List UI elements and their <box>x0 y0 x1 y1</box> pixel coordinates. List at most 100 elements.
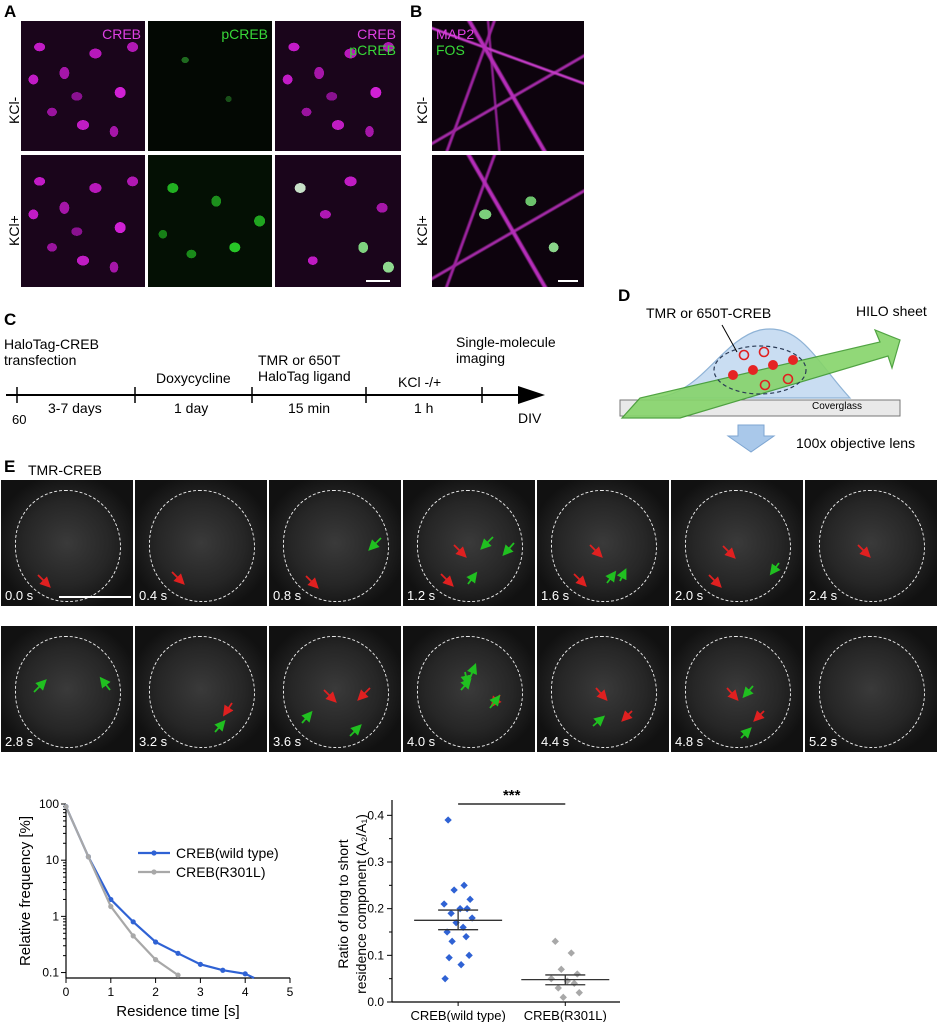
green-arrow-icon <box>466 662 478 679</box>
y-tick-label: 0.0 <box>367 995 384 1009</box>
data-point <box>153 939 159 945</box>
significance-label: *** <box>503 787 521 804</box>
green-arrow-icon <box>616 568 627 582</box>
y-tick-label: 0.4 <box>367 808 384 822</box>
data-point <box>175 972 181 978</box>
timeline-step-1-label: HaloTag-CREB transfection <box>4 336 99 368</box>
x-tick-label: 4 <box>242 985 249 999</box>
data-point <box>130 933 136 939</box>
timeline-step-4-label: KCl -/+ <box>398 374 442 390</box>
channel-label-fos: FOS <box>436 42 465 58</box>
green-arrow-icon <box>740 727 752 739</box>
series-line <box>64 806 255 979</box>
legend-marker <box>151 869 157 875</box>
frame-time: 3.2 s <box>139 734 168 749</box>
red-arrow-icon <box>223 702 234 717</box>
image-map2-fos-kcl-plus <box>432 155 584 287</box>
probe-label: TMR or 650T-CREB <box>646 305 772 321</box>
x-tick-label: 1 <box>107 985 114 999</box>
frame: 2.8 s <box>1 626 133 752</box>
green-arrow-icon <box>214 719 226 733</box>
timeline-step-5-label: Single-molecule imaging <box>456 334 556 366</box>
data-point <box>573 970 581 978</box>
data-point <box>447 909 455 918</box>
y-axis-label: Relative frequency [%] <box>17 816 34 966</box>
image-pcreb-kcl-minus <box>148 21 272 151</box>
panel-letter-b: B <box>410 2 423 21</box>
image-merge-kcl-plus <box>275 155 401 287</box>
image-merge-kcl-minus <box>275 21 401 151</box>
y-tick-label: 0.3 <box>367 855 384 869</box>
data-point <box>465 951 473 960</box>
chart-g: 0.0 0.1 0.2 0.3 0.4 CREB(wild type) CREB(R301L… <box>335 787 620 1022</box>
y-tick-label: 1 <box>52 909 59 923</box>
data-point <box>444 816 452 824</box>
data-point <box>108 903 114 910</box>
image-pcreb-kcl-plus <box>148 155 272 287</box>
data-point <box>220 967 226 973</box>
frame-time: 2.0 s <box>675 588 704 603</box>
channel-label-merge-creb: CREB <box>357 26 396 42</box>
data-point <box>463 904 471 913</box>
data-point <box>551 937 559 946</box>
data-point <box>242 971 248 977</box>
data-point <box>559 993 567 1002</box>
red-arrow-icon <box>595 687 608 702</box>
channel-label-merge-pcreb: pCREB <box>349 42 396 58</box>
data-point <box>554 984 562 992</box>
molecule-marker-bright <box>788 355 798 365</box>
data-point <box>450 886 458 894</box>
y-tick-label: 100 <box>39 797 59 811</box>
green-arrow-icon <box>466 571 478 585</box>
row-label-kcl-minus-b: KCl- <box>414 96 430 124</box>
data-point <box>441 974 449 983</box>
y-tick-label: 10 <box>46 853 60 867</box>
frame: 4.4 s <box>537 626 669 752</box>
data-point <box>130 919 136 925</box>
red-arrow-icon <box>589 544 603 558</box>
frame-time: 1.6 s <box>541 588 570 603</box>
green-arrow-icon <box>368 537 382 551</box>
red-arrow-icon <box>171 571 185 585</box>
coverglass-label: Coverglass <box>812 401 863 412</box>
data-point <box>85 854 91 860</box>
frame: 5.2 s <box>805 626 937 752</box>
molecule-marker-bright <box>768 360 778 370</box>
frame-time: 5.2 s <box>809 734 838 749</box>
x-tick-label: 3 <box>197 985 204 999</box>
frame-time: 3.6 s <box>273 734 302 749</box>
red-arrow-icon <box>722 545 736 559</box>
red-arrow-icon <box>708 574 722 588</box>
timeline-step-3-duration: 15 min <box>288 400 331 416</box>
frame-time: 2.4 s <box>809 588 838 603</box>
panel-letter-c: C <box>4 310 17 329</box>
category-label: CREB(R301L) <box>524 1008 607 1022</box>
data-point <box>460 881 468 890</box>
red-arrow-icon <box>453 544 467 558</box>
red-arrow-icon <box>573 573 587 587</box>
y-axis-label-line2: residence component (A₂/A₁) <box>353 814 369 994</box>
y-tick-label: 0.1 <box>367 948 384 962</box>
scale-bar-b <box>558 280 578 282</box>
red-arrow-icon <box>753 710 765 722</box>
x-tick-label: 0 <box>63 985 70 999</box>
scale-bar-a <box>366 280 390 282</box>
chart-f: 0 1 2 3 4 5 0.1 1 10 100 Residence time [s] Relativ… <box>17 797 294 1020</box>
hilo-sheet-label: HILO sheet <box>856 303 927 319</box>
probe-pointer <box>721 324 738 353</box>
channel-label-creb: CREB <box>102 26 141 42</box>
timeline-step-2-duration: 1 day <box>174 400 209 416</box>
y-axis-label-line1: Ratio of long to short <box>335 839 351 968</box>
panel-letter-d: D <box>618 286 631 305</box>
green-arrow-icon <box>502 542 515 557</box>
molecule-marker <box>759 379 771 391</box>
timeline-start-tick: 60 <box>12 412 27 427</box>
molecule-marker <box>758 346 770 358</box>
panel-letter-a: A <box>4 2 17 21</box>
data-point <box>440 900 448 908</box>
green-arrow-icon <box>592 715 606 727</box>
image-creb-kcl-minus <box>21 21 145 151</box>
red-arrow-icon <box>357 687 371 701</box>
frame-time: 1.2 s <box>407 588 436 603</box>
data-point <box>63 803 69 810</box>
